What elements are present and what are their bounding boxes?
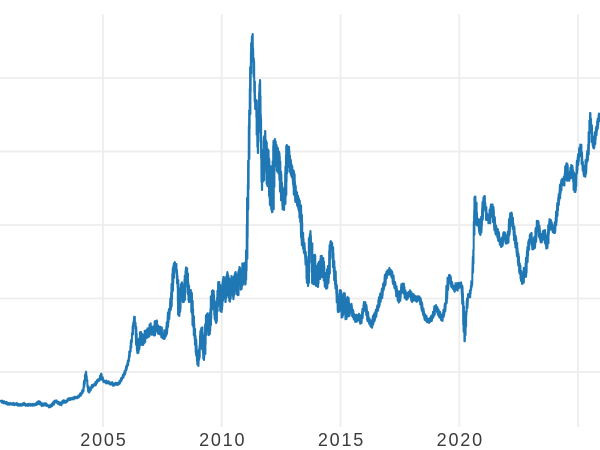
svg-text:2010: 2010 [199, 430, 246, 450]
svg-text:2005: 2005 [80, 430, 127, 450]
svg-text:2015: 2015 [318, 430, 365, 450]
svg-text:2020: 2020 [437, 430, 484, 450]
